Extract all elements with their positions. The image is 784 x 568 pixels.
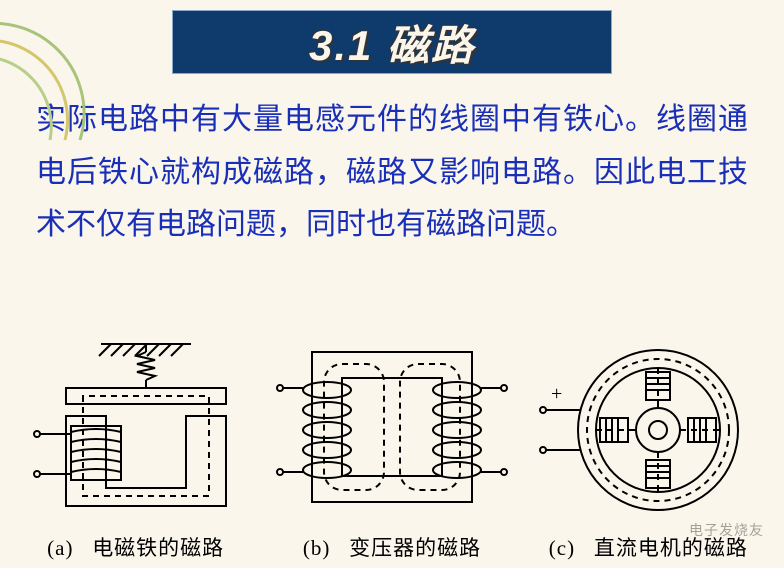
transformer-diagram <box>272 338 512 528</box>
figure-a-text: 电磁铁的磁路 <box>92 536 224 560</box>
body-paragraph: 实际电路中有大量电感元件的线圈中有铁心。线圈通电后铁心就构成磁路，磁路又影响电路… <box>36 94 748 252</box>
plus-label: + <box>551 383 562 405</box>
figure-row: (a) 电磁铁的磁路 <box>0 328 784 568</box>
figure-c-label: (c) <box>549 536 575 560</box>
figure-c: + (c) 直流电机的磁路 <box>533 338 763 562</box>
title-bar: 3.1 磁路 <box>172 10 612 74</box>
figure-c-text: 直流电机的磁路 <box>594 536 748 560</box>
figure-b-label: (b) <box>303 536 331 560</box>
slide-title: 3.1 磁路 <box>309 12 475 73</box>
figure-b: (b) 变压器的磁路 <box>272 338 512 562</box>
dc-machine-diagram: + <box>533 338 763 528</box>
electromagnet-diagram <box>21 338 251 528</box>
figure-a-label: (a) <box>47 536 73 560</box>
figure-b-text: 变压器的磁路 <box>349 536 481 560</box>
figure-a: (a) 电磁铁的磁路 <box>21 338 251 562</box>
